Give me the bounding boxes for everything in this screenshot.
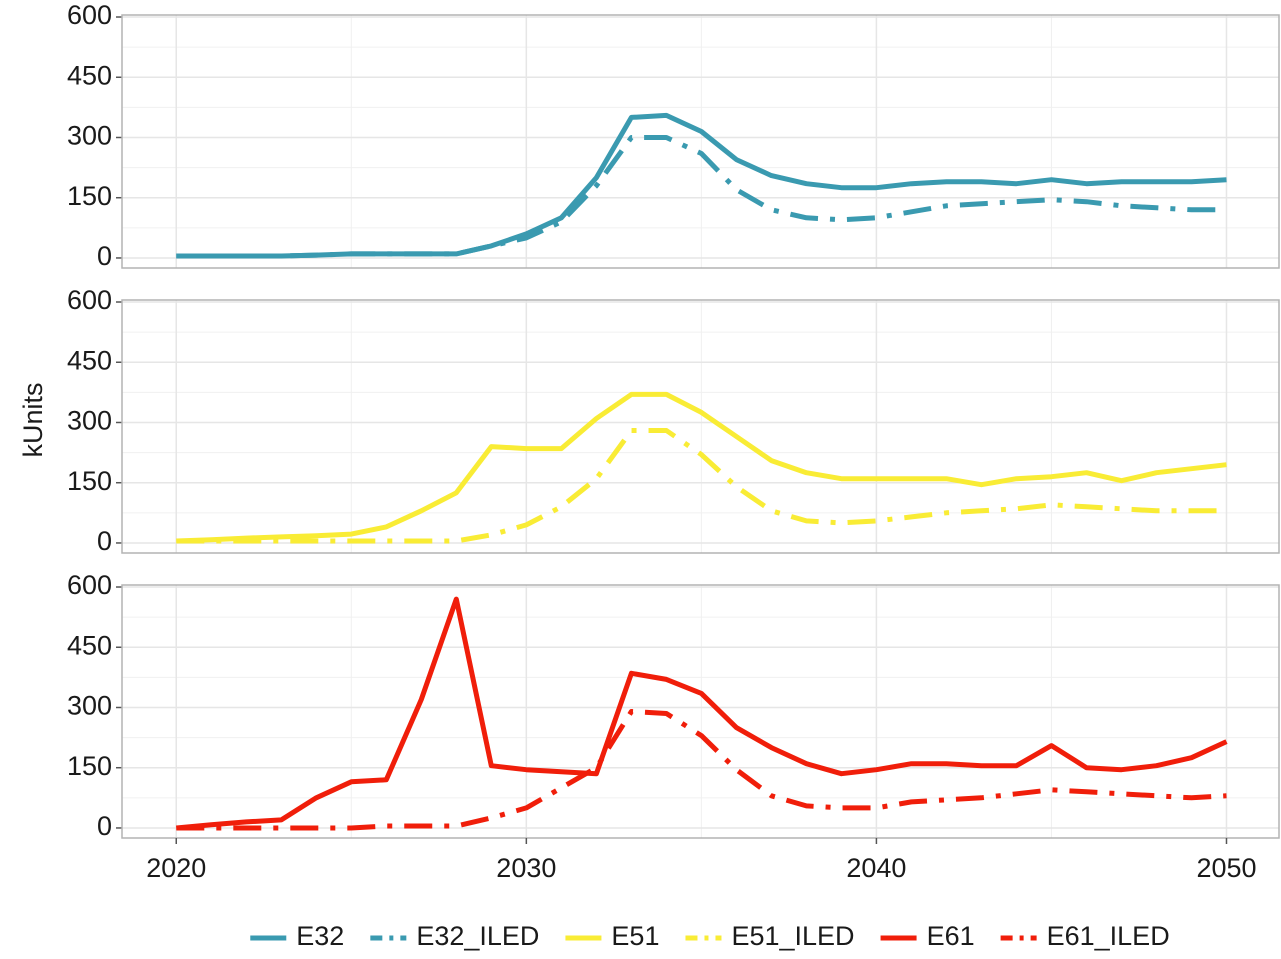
legend-label: E32 [296,921,344,951]
y-tick-label: 0 [97,811,112,841]
panel-frame [121,584,1280,839]
legend-label: E51 [611,921,659,951]
series-line [176,135,1227,259]
series-line [176,428,1227,544]
y-tick-label: 150 [67,751,112,781]
series-line [176,391,1227,544]
series-line [176,709,1227,831]
y-tick-label: 0 [97,241,112,271]
y-tick-label: 600 [67,0,112,30]
y-tick-label: 150 [67,466,112,496]
legend-label: E32_ILED [416,921,539,951]
y-axis-label: kUnits [18,382,48,457]
legend-label: E61 [927,921,975,951]
panel-frame [121,299,1280,554]
y-tick-label: 450 [67,60,112,90]
y-tick-label: 600 [67,285,112,315]
y-tick-label: 150 [67,181,112,211]
y-tick-label: 600 [67,570,112,600]
y-tick-label: 300 [67,121,112,151]
series-line [176,596,1228,831]
legend-label: E51_ILED [731,921,854,951]
x-tick-label: 2030 [496,853,556,883]
y-tick-label: 450 [67,630,112,660]
y-tick-label: 450 [67,345,112,375]
y-tick-label: 0 [97,526,112,556]
x-tick-label: 2040 [846,853,906,883]
x-tick-label: 2020 [146,853,206,883]
y-tick-label: 300 [67,406,112,436]
panel-frame [121,14,1280,269]
legend-label: E61_ILED [1047,921,1170,951]
x-tick-label: 2050 [1196,853,1256,883]
y-tick-label: 300 [67,691,112,721]
